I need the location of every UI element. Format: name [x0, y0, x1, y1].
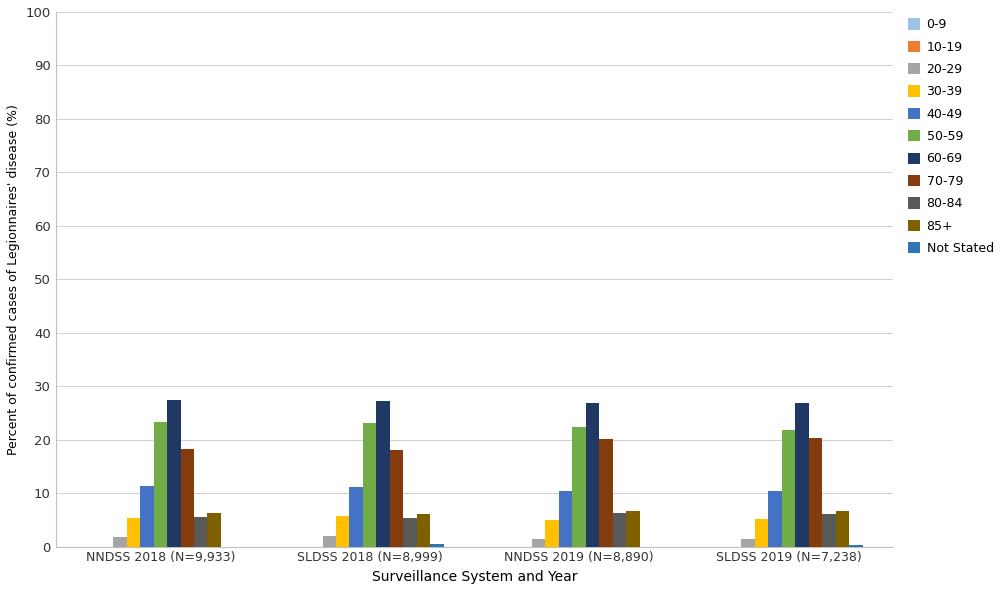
Bar	[363, 423, 376, 547]
Bar	[599, 439, 613, 547]
Bar	[390, 450, 403, 547]
Bar	[167, 400, 181, 547]
Bar	[626, 511, 640, 547]
Bar	[403, 518, 417, 547]
Bar	[836, 511, 849, 547]
Bar	[127, 518, 140, 547]
Bar	[755, 519, 768, 547]
Bar	[849, 544, 863, 547]
Bar	[795, 403, 809, 547]
Bar	[181, 449, 194, 547]
Bar	[376, 401, 390, 547]
Bar	[336, 516, 349, 547]
Bar	[545, 520, 559, 547]
Bar	[113, 537, 127, 547]
Bar	[809, 437, 822, 547]
Bar	[768, 491, 782, 547]
Bar	[559, 491, 572, 547]
Bar	[140, 486, 154, 547]
Legend: 0-9, 10-19, 20-29, 30-39, 40-49, 50-59, 60-69, 70-79, 80-84, 85+, Not Stated: 0-9, 10-19, 20-29, 30-39, 40-49, 50-59, …	[908, 18, 994, 255]
Bar	[430, 544, 444, 547]
Bar	[323, 536, 336, 547]
Bar	[613, 514, 626, 547]
Bar	[741, 538, 755, 547]
Bar	[572, 427, 586, 547]
Bar	[782, 430, 795, 547]
Bar	[586, 403, 599, 547]
Bar	[532, 538, 545, 547]
Bar	[207, 513, 221, 547]
Bar	[154, 422, 167, 547]
Y-axis label: Percent of confirmed cases of Legionnaires' disease (%): Percent of confirmed cases of Legionnair…	[7, 104, 20, 454]
Bar	[417, 514, 430, 547]
Bar	[194, 517, 207, 547]
Bar	[349, 488, 363, 547]
Bar	[822, 514, 836, 547]
X-axis label: Surveillance System and Year: Surveillance System and Year	[372, 570, 577, 584]
